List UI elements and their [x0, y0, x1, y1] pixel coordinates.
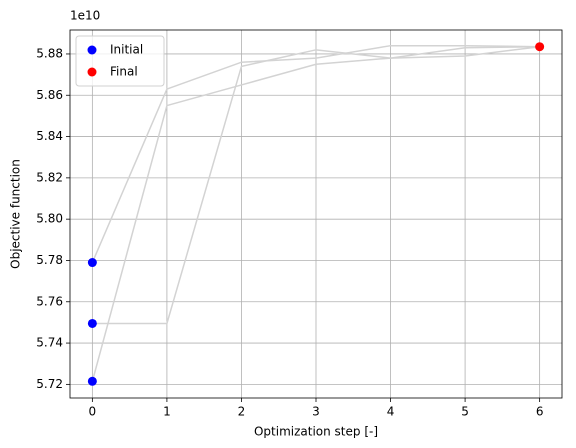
legend-label: Initial [110, 43, 143, 57]
line [91, 44, 540, 263]
y-tick-label: 5.72 [36, 377, 63, 391]
scatter-point [535, 42, 545, 52]
legend-label: Final [110, 65, 138, 79]
line [92, 45, 540, 325]
y-tick-label: 5.76 [36, 294, 63, 308]
y-tick-label: 5.86 [36, 88, 63, 102]
x-axis-label: Optimization step [-] [254, 425, 378, 439]
y-tick-label: 5.78 [36, 253, 63, 267]
line [91, 45, 540, 382]
y-tick-label: 5.84 [36, 129, 63, 143]
y-offset-label: 1e10 [70, 9, 100, 23]
y-tick-label: 5.82 [36, 170, 63, 184]
y-tick-label: 5.80 [36, 212, 63, 226]
y-tick-label: 5.88 [36, 46, 63, 60]
x-tick-label: 3 [312, 405, 320, 419]
x-tick-label: 4 [387, 405, 395, 419]
scatter-point [87, 258, 97, 268]
legend-marker [87, 45, 97, 55]
legend-marker [87, 67, 97, 77]
x-tick-label: 5 [461, 405, 469, 419]
x-tick-label: 1 [163, 405, 171, 419]
scatter-point [87, 318, 97, 328]
y-tick-label: 5.74 [36, 336, 63, 350]
legend-box [75, 35, 165, 87]
y-axis-label: Objective function [9, 159, 23, 269]
plot-frame [69, 29, 563, 399]
x-tick-label: 0 [89, 405, 97, 419]
scatter-point [87, 376, 97, 386]
x-tick-label: 2 [238, 405, 246, 419]
x-tick-label: 6 [536, 405, 544, 419]
